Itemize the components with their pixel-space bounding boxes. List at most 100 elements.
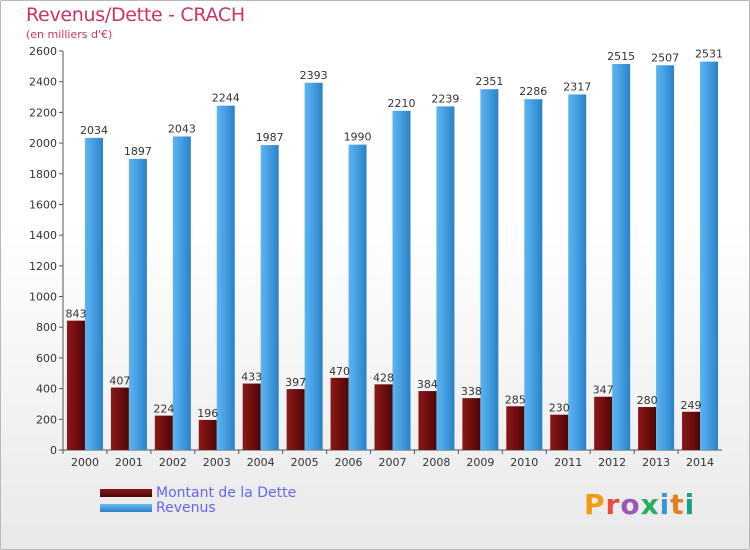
y-tick-label: 1000 xyxy=(29,291,57,304)
data-label-dette: 249 xyxy=(681,399,702,412)
bar-revenus xyxy=(436,106,455,451)
data-label-dette: 347 xyxy=(593,384,614,397)
x-tick-label: 2013 xyxy=(642,456,670,469)
data-label-revenus: 2210 xyxy=(388,97,416,110)
x-tick-label: 2004 xyxy=(247,456,275,469)
bar-revenus xyxy=(612,64,631,451)
logo-letter: x xyxy=(640,488,660,521)
bar-dette xyxy=(594,396,613,450)
x-tick-label: 2000 xyxy=(71,456,99,469)
axes-group: 0 200 400 600 800 1000 1200 1400 1600 1800 2000 220… xyxy=(29,45,722,469)
bar-dette xyxy=(682,411,701,450)
bar-revenus xyxy=(348,144,367,450)
legend-label-dette: Montant de la Dette xyxy=(156,485,297,501)
x-tick-label: 2011 xyxy=(554,456,582,469)
chart-subtitle: (en milliers d'€) xyxy=(26,28,113,41)
data-label-revenus: 1987 xyxy=(256,131,284,144)
y-tick-label: 0 xyxy=(50,444,57,457)
bar-dette xyxy=(330,377,349,450)
bar-revenus xyxy=(524,99,543,450)
bar-dette xyxy=(638,407,657,450)
data-label-dette: 338 xyxy=(461,385,482,398)
bars-group xyxy=(66,61,719,451)
y-tick-label: 2000 xyxy=(29,137,57,150)
bar-revenus xyxy=(304,82,323,450)
data-label-revenus: 2239 xyxy=(431,92,459,105)
x-tick-label: 2006 xyxy=(335,456,363,469)
bar-revenus xyxy=(128,158,147,450)
legend-item-dette: Montant de la Dette xyxy=(100,485,380,501)
y-tick-label: 2200 xyxy=(29,106,57,119)
data-label-dette: 407 xyxy=(109,375,130,388)
logo-letter: i xyxy=(659,488,671,521)
bar-revenus xyxy=(480,89,499,451)
data-label-revenus: 2244 xyxy=(212,92,240,105)
bar-dette xyxy=(198,419,217,450)
y-tick-label: 2400 xyxy=(29,76,57,89)
bar-revenus xyxy=(216,105,235,450)
data-label-dette: 196 xyxy=(197,407,218,420)
data-labels-group: 843 2034 407 1897 224 2043 196 2244 433 1987 397 23… xyxy=(65,48,723,420)
proxiti-logo: Proxiti xyxy=(584,488,695,521)
logo-letter: r xyxy=(605,488,621,521)
data-label-dette: 470 xyxy=(329,365,350,378)
bar-revenus xyxy=(84,137,103,450)
x-tick-label: 2010 xyxy=(510,456,538,469)
y-tick-label: 1400 xyxy=(29,229,57,242)
logo-letter: o xyxy=(620,488,641,521)
bar-dette xyxy=(154,415,173,450)
x-tick-label: 2001 xyxy=(115,456,143,469)
data-label-dette: 230 xyxy=(549,402,570,415)
bar-dette xyxy=(242,383,261,450)
y-tick-label: 1200 xyxy=(29,260,57,273)
bar-revenus xyxy=(392,110,411,450)
y-tick-label: 1600 xyxy=(29,198,57,211)
y-tick-label: 800 xyxy=(36,321,57,334)
x-tick-label: 2002 xyxy=(159,456,187,469)
data-label-revenus: 2507 xyxy=(651,51,679,64)
data-label-dette: 384 xyxy=(417,378,438,391)
logo-letter: P xyxy=(584,488,606,521)
chart-title: Revenus/Dette - CRACH xyxy=(26,4,245,26)
y-tick-label: 600 xyxy=(36,352,57,365)
x-tick-label: 2014 xyxy=(686,456,714,469)
x-tick-label: 2007 xyxy=(379,456,407,469)
data-label-dette: 843 xyxy=(65,308,86,321)
bar-dette xyxy=(462,398,481,450)
x-tick-label: 2008 xyxy=(422,456,450,469)
data-label-dette: 428 xyxy=(373,371,394,384)
data-label-revenus: 2043 xyxy=(168,122,196,135)
bar-dette xyxy=(110,387,129,450)
bar-dette xyxy=(374,384,393,450)
logo-letter: i xyxy=(684,488,696,521)
data-label-dette: 280 xyxy=(637,394,658,407)
data-label-dette: 224 xyxy=(153,403,174,416)
bar-revenus xyxy=(700,61,719,451)
y-tick-label: 2600 xyxy=(29,45,57,58)
legend-item-revenus: Revenus xyxy=(100,500,380,516)
x-tick-label: 2005 xyxy=(291,456,319,469)
bar-dette xyxy=(506,406,525,450)
bar-revenus xyxy=(260,145,279,450)
data-label-dette: 285 xyxy=(505,393,526,406)
x-tick-label: 2003 xyxy=(203,456,231,469)
bar-dette xyxy=(66,320,85,450)
legend-swatch-dette xyxy=(100,489,152,497)
data-label-dette: 397 xyxy=(285,376,306,389)
bar-dette xyxy=(418,391,437,450)
logo-letter: t xyxy=(670,488,685,521)
bar-dette xyxy=(286,389,305,450)
bar-revenus xyxy=(172,136,191,450)
data-label-revenus: 2393 xyxy=(300,69,328,82)
y-tick-label: 200 xyxy=(36,413,57,426)
x-tick-label: 2012 xyxy=(598,456,626,469)
data-label-revenus: 2286 xyxy=(519,85,547,98)
data-label-revenus: 1897 xyxy=(124,145,152,158)
data-label-dette: 433 xyxy=(241,371,262,384)
y-tick-label: 400 xyxy=(36,383,57,396)
data-label-revenus: 2317 xyxy=(563,80,591,93)
data-label-revenus: 2351 xyxy=(475,75,503,88)
data-label-revenus: 2034 xyxy=(80,124,108,137)
data-label-revenus: 1990 xyxy=(344,131,372,144)
